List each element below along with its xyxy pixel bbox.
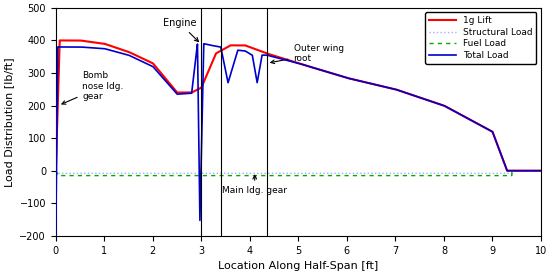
Y-axis label: Load Distribution [lb/ft]: Load Distribution [lb/ft] [4, 57, 14, 187]
Legend: 1g Lift, Structural Load, Fuel Load, Total Load: 1g Lift, Structural Load, Fuel Load, Tot… [425, 12, 537, 64]
Text: Main ldg. gear: Main ldg. gear [222, 175, 287, 195]
Text: Outer wing
root: Outer wing root [271, 44, 344, 64]
Text: Engine: Engine [163, 18, 198, 42]
X-axis label: Location Along Half-Span [ft]: Location Along Half-Span [ft] [218, 261, 379, 271]
Text: Bomb
nose ldg.
gear: Bomb nose ldg. gear [62, 71, 124, 104]
